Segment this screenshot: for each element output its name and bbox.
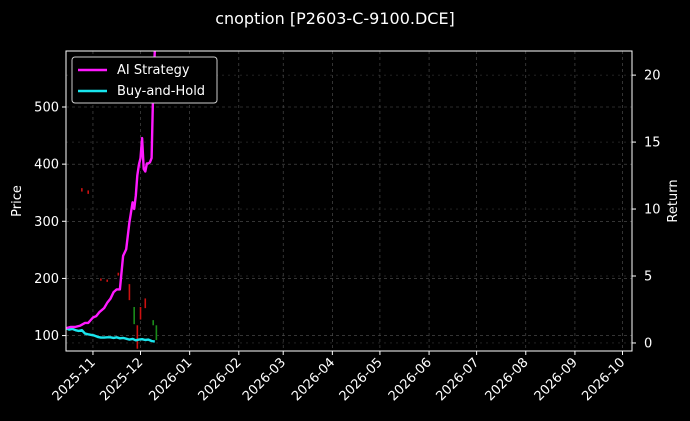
y2-tick-label: 20 xyxy=(644,69,661,84)
y2-tick-label: 10 xyxy=(644,203,661,218)
legend: AI Strategy Buy-and-Hold xyxy=(71,56,218,104)
y-tick-label: 200 xyxy=(34,272,59,287)
series-lines xyxy=(66,51,156,343)
grid xyxy=(66,51,632,351)
y2-tick-label: 5 xyxy=(644,270,652,285)
legend-box xyxy=(71,56,218,104)
plot-frame xyxy=(65,50,633,352)
y2-axis-label: Return xyxy=(666,179,681,222)
legend-label-buy-and-hold: Buy-and-Hold xyxy=(117,84,205,99)
series-line-ai-strategy xyxy=(66,51,156,330)
y2-tick-label: 0 xyxy=(644,336,652,351)
candles xyxy=(81,188,158,349)
series-line-buy-and-hold xyxy=(66,327,156,343)
y-axis-label: Price xyxy=(10,185,25,217)
y2-axis-ticks: 0 5 10 15 20 xyxy=(632,69,661,351)
y2-tick-label: 15 xyxy=(644,136,661,151)
y-tick-label: 400 xyxy=(34,158,59,173)
y-axis-ticks: 100 200 300 400 500 xyxy=(34,101,66,344)
legend-label-ai-strategy: AI Strategy xyxy=(117,63,190,78)
y-tick-label: 300 xyxy=(34,215,59,230)
y-tick-label: 100 xyxy=(34,329,59,344)
chart-title: cnoption [P2603-C-9100.DCE] xyxy=(215,9,455,28)
y-tick-label: 500 xyxy=(34,101,59,116)
